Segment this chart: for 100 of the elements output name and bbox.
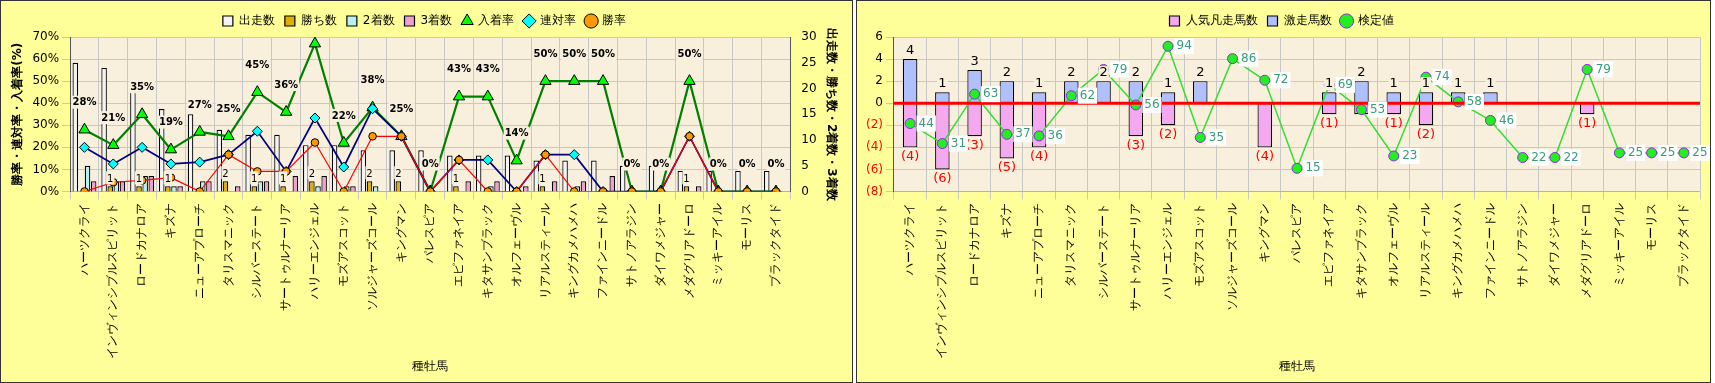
data-label: 2 [366, 167, 373, 179]
data-label: 2 [1002, 64, 1011, 80]
x-tick-label: ミッキーアイル [710, 202, 725, 287]
data-label: 21% [101, 111, 126, 123]
data-label: 28% [72, 96, 97, 108]
x-tick-label: オルフェーヴル [508, 202, 523, 287]
x-tick-label: メダグリアドーロ [681, 202, 696, 299]
data-label: 53 [1369, 101, 1386, 116]
data-label: 0% [652, 158, 670, 170]
x-tick-label: ロードカナロア [966, 202, 981, 287]
data-label: 1 [1454, 75, 1463, 91]
legend-label: 検定値 [1357, 13, 1394, 28]
x-tick-label: サートゥルナーリア [1127, 202, 1142, 311]
y2-tick-label: 30 [801, 29, 817, 44]
data-label: 2 [1131, 64, 1140, 80]
y-tick-label: 0% [40, 183, 60, 198]
y2-tick-label: 0 [801, 183, 809, 198]
data-label: (1) [1320, 115, 1339, 131]
legend-label: 人気凡走馬数 [1185, 13, 1258, 28]
data-label: 22 [1563, 149, 1579, 164]
data-label: 22 [1531, 149, 1547, 164]
y2-tick-label: 15 [801, 106, 817, 121]
x-tick-label: キングカメハメハ [1450, 202, 1465, 299]
data-label: 14% [504, 127, 529, 139]
x-tick-label: サトノアラジン [624, 202, 638, 287]
x-tick-label: ハーツクライ [76, 202, 91, 276]
x-tick-label: パレスピア [422, 202, 437, 264]
data-label: (6) [933, 170, 952, 186]
data-label: 94 [1176, 38, 1192, 53]
data-label: (4) [900, 148, 920, 164]
x-tick-label: キタサンブラック [479, 202, 494, 299]
data-label: 4 [905, 41, 915, 57]
x-tick-label: シルバーステート [249, 202, 264, 299]
data-label: 1 [135, 172, 143, 184]
x-tick-label: モーリス [1643, 202, 1658, 251]
data-label: 0% [623, 158, 641, 170]
x-tick-label: エピファネイア [1321, 202, 1336, 287]
legend-label: 勝ち数 [300, 13, 337, 28]
data-label: 0% [738, 158, 756, 170]
legend-label: 3着数 [420, 13, 453, 28]
data-label: 35% [130, 80, 155, 92]
x-tick-label: ソルジャーズコール [1224, 202, 1239, 311]
data-label: 45% [245, 58, 270, 70]
data-label: 25 [1660, 145, 1676, 159]
data-label: 72 [1273, 72, 1289, 87]
y-tick-label: 10% [32, 161, 60, 176]
data-label: 79 [1595, 61, 1611, 76]
data-label: 3 [970, 52, 979, 68]
x-tick-label: ファインニードル [595, 202, 610, 299]
data-label: 86 [1241, 50, 1257, 65]
data-label: 38% [360, 74, 385, 86]
data-label: (4) [1029, 148, 1049, 164]
x-tick-label: タリスマニック [1063, 202, 1078, 287]
x-tick-label: サトノアラジン [1514, 202, 1529, 287]
data-label: 50% [533, 47, 558, 59]
data-label: (4) [1255, 148, 1274, 164]
x-tick-label: キズナ [998, 202, 1013, 239]
data-label: 1 [107, 172, 114, 184]
data-label: 36 [1047, 128, 1063, 143]
legend-label: 激走馬数 [1283, 13, 1332, 28]
data-label: (1) [1577, 115, 1597, 131]
data-label: 1 [683, 172, 690, 184]
x-tick-label: キングカメハメハ [566, 202, 581, 299]
data-label: (5) [997, 159, 1017, 175]
x-tick-label: リアルスティール [537, 202, 552, 299]
x-tick-label: モズアスコット [335, 202, 350, 287]
data-label: (2) [1158, 126, 1178, 142]
x-tick-label: ハリーエンジェル [1160, 202, 1175, 300]
y-tick-label: 70% [32, 29, 60, 44]
data-label: 2 [222, 167, 229, 179]
y-tick-label: 2 [875, 73, 883, 88]
x-tick-label: キングマン [393, 202, 408, 263]
y-tick-label: 6 [875, 29, 883, 44]
data-label: 1 [251, 172, 258, 184]
data-label: 58 [1466, 94, 1482, 109]
y-tick-label: 60% [32, 51, 60, 66]
x-tick-label: ブラックタイド [768, 202, 783, 287]
data-label: 43% [475, 63, 500, 75]
y2-tick-label: 5 [801, 157, 809, 172]
data-label: 1 [1163, 75, 1173, 91]
data-label: 22% [331, 109, 356, 121]
data-label: 0% [421, 158, 439, 170]
y-tick-label: 0 [875, 95, 883, 110]
data-label: (1) [1384, 115, 1403, 131]
y-tick-label: 50% [32, 73, 60, 88]
x-tick-label: ソルジャーズコール [364, 202, 379, 311]
y-tick-label: (2) [866, 117, 883, 132]
data-label: 56 [1144, 97, 1160, 112]
data-label: 1 [1389, 75, 1398, 91]
x-tick-label: ミッキーアイル [1611, 202, 1626, 287]
data-label: 1 [539, 172, 546, 184]
data-label: 43% [447, 63, 471, 75]
data-label: (3) [1126, 137, 1146, 153]
x-tick-label: ダイワメジャー [1547, 202, 1562, 287]
data-label: 63 [983, 86, 999, 101]
legend-label: 出走数 [238, 13, 275, 28]
data-label: (2) [1416, 126, 1436, 142]
y2-tick-label: 25 [801, 54, 817, 69]
data-label: 25% [389, 102, 414, 114]
data-label: 2 [1357, 64, 1366, 80]
